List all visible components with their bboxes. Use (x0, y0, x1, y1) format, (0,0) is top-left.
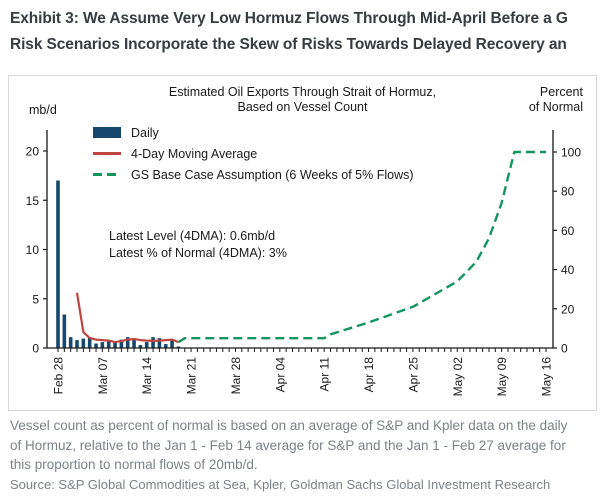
annotation-line1: Latest Level (4DMA): 0.6mb/d (109, 229, 276, 243)
daily-bar (81, 338, 86, 348)
daily-bar (157, 338, 162, 348)
daily-bar (176, 346, 181, 348)
left-tick-label: 15 (26, 194, 40, 208)
x-tick-label: Mar 07 (96, 357, 110, 395)
left-tick-label: 20 (26, 145, 40, 159)
daily-bar (94, 343, 98, 348)
right-tick-label: 100 (561, 146, 581, 160)
x-tick-label: Mar 21 (185, 357, 199, 395)
base-case-line (177, 150, 546, 344)
daily-bar (132, 338, 136, 348)
right-tick-label: 40 (561, 263, 575, 277)
left-tick-label: 10 (26, 243, 40, 257)
right-axis-unit-line1: Percent (539, 85, 583, 99)
right-axis-unit-label: Percent of Normal (529, 85, 583, 115)
x-tick-label: Mar 28 (229, 357, 243, 395)
daily-bar (125, 337, 130, 348)
footnote-line1: Vessel count as percent of normal is bas… (10, 418, 568, 433)
x-tick-label: Mar 14 (140, 357, 154, 395)
legend-item-base-case: GS Base Case Assumption (6 Weeks of 5% F… (93, 167, 414, 182)
left-axis-unit-label: mb/d (29, 103, 57, 117)
daily-bar (106, 340, 111, 348)
source-line: Source: S&P Global Commodities at Sea, K… (10, 477, 551, 492)
x-tick-label: Apr 25 (406, 357, 420, 393)
daily-bar-swatch-icon (93, 127, 121, 138)
footnote-line2: of Hormuz, relative to the Jan 1 - Feb 1… (10, 437, 566, 453)
legend-label-daily: Daily (131, 125, 159, 140)
daily-bar (163, 344, 168, 348)
daily-bar (56, 180, 60, 348)
daily-bar (68, 337, 73, 348)
x-tick-label: Feb 28 (52, 357, 66, 395)
chart-canvas: 0 5 10 15 20 0 20 40 60 80 100 Feb 28 Mar 07 Mar 14 Ma… (26, 130, 581, 397)
footnote: Vessel count as percent of normal is bas… (10, 416, 605, 475)
daily-bar (170, 340, 174, 348)
daily-bar (138, 345, 143, 348)
x-tick-label: May 02 (451, 357, 465, 397)
footnote-line3: this proportion to normal flows of 20mb/… (10, 457, 258, 472)
x-tick-label: May 09 (495, 357, 509, 397)
x-tick-label: May 16 (540, 357, 554, 397)
daily-bar (113, 342, 117, 348)
legend-label-moving-average: 4-Day Moving Average (131, 146, 258, 161)
daily-bar (151, 337, 155, 348)
base-case-dash-swatch-icon (93, 173, 121, 176)
moving-average-line (75, 292, 179, 344)
daily-bar (119, 339, 124, 348)
right-tick-label: 80 (561, 185, 575, 199)
x-tick-label: Apr 18 (362, 357, 376, 393)
exhibit-title-line1: Exhibit 3: We Assume Very Low Hormuz Flo… (10, 10, 568, 27)
chart-panel: 0 5 10 15 20 0 20 40 60 80 100 Feb 28 Mar 07 Mar 14 Ma… (8, 75, 597, 411)
chart-title-line2: Based on Vessel Count (237, 100, 368, 114)
left-tick-label: 0 (32, 342, 39, 356)
x-tick-label: Apr 11 (318, 357, 332, 392)
daily-bar (62, 314, 67, 348)
daily-bar (100, 342, 105, 348)
daily-bar (87, 337, 92, 348)
legend-item-daily: Daily (93, 125, 414, 140)
right-tick-label: 0 (561, 342, 568, 356)
exhibit-title: Exhibit 3: We Assume Very Low Hormuz Flo… (10, 6, 605, 58)
moving-average-line-swatch-icon (93, 152, 121, 155)
chart-title: Estimated Oil Exports Through Strait of … (9, 85, 596, 115)
exhibit-title-line2: Risk Scenarios Incorporate the Skew of R… (10, 36, 567, 53)
x-tick-label: Apr 04 (273, 357, 287, 393)
chart-title-line1: Estimated Oil Exports Through Strait of … (168, 85, 437, 99)
right-tick-label: 60 (561, 224, 575, 238)
daily-bar (75, 340, 79, 348)
legend-label-base-case: GS Base Case Assumption (6 Weeks of 5% F… (131, 167, 414, 182)
annotation-line2: Latest % of Normal (4DMA): 3% (109, 246, 287, 260)
left-tick-label: 5 (32, 292, 39, 306)
daily-bar (144, 342, 149, 348)
right-axis-unit-line2: of Normal (528, 100, 583, 114)
right-tick-label: 20 (561, 302, 575, 316)
legend: Daily 4-Day Moving Average GS Base Case … (93, 125, 414, 182)
latest-level-annotation: Latest Level (4DMA): 0.6mb/d Latest % of… (109, 228, 287, 262)
legend-item-moving-average: 4-Day Moving Average (93, 146, 414, 161)
